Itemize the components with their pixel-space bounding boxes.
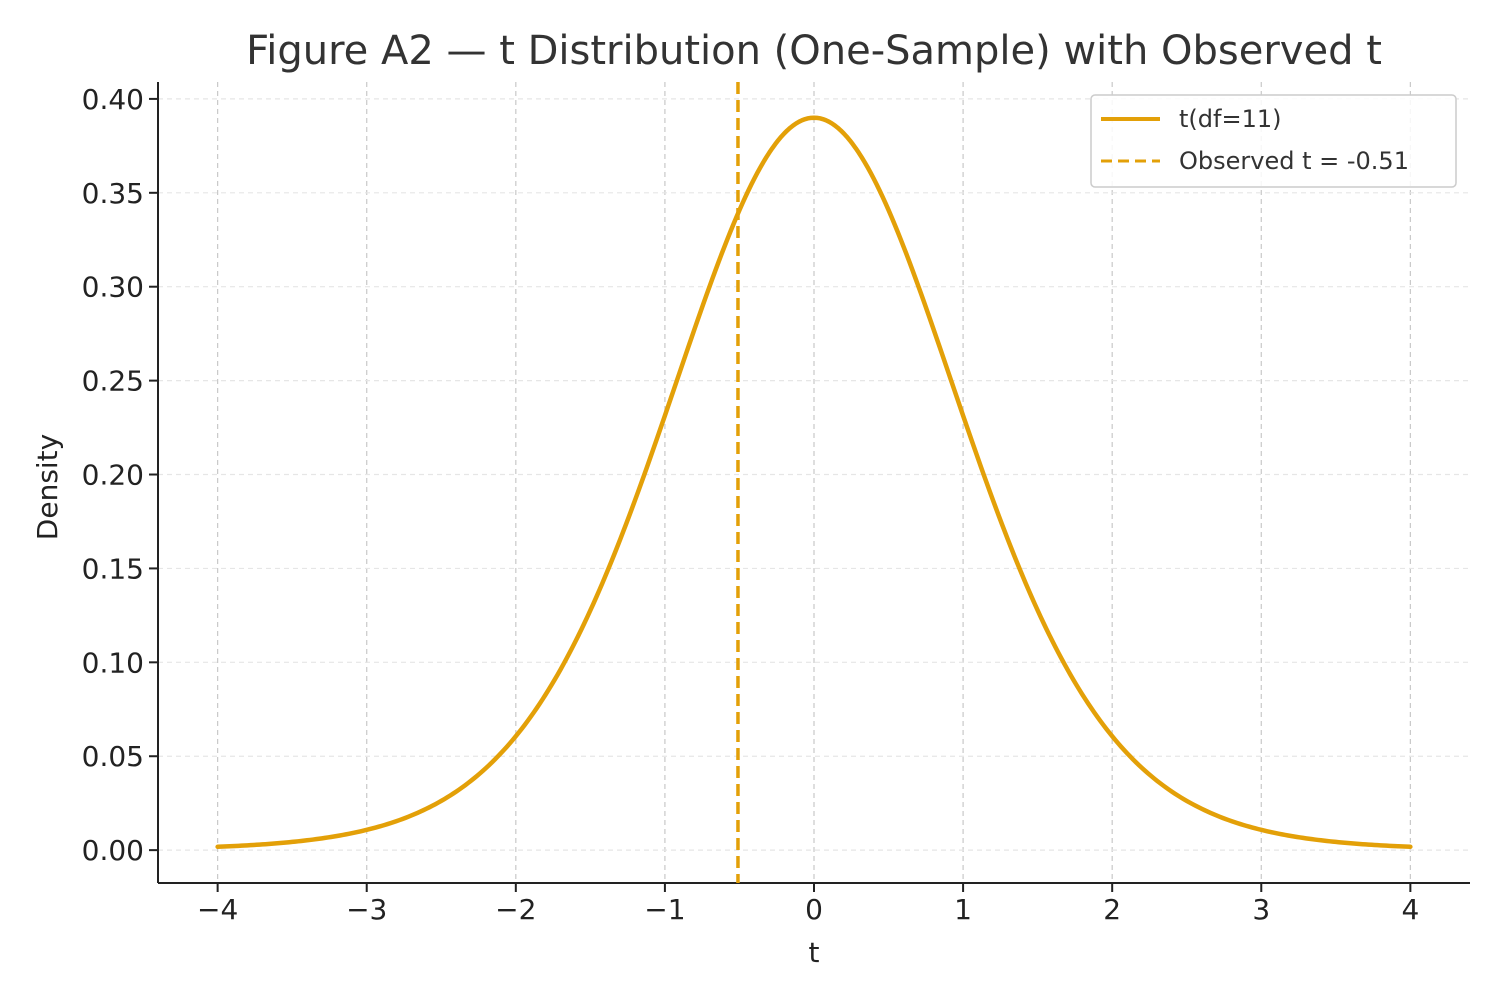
y-tick-label: 0.40 — [82, 83, 144, 116]
x-tick-label: −1 — [644, 893, 685, 926]
grid-layer — [158, 82, 1470, 883]
y-tick-label: 0.35 — [82, 177, 144, 210]
x-tick-label: 3 — [1252, 893, 1270, 926]
y-tick-label: 0.00 — [82, 834, 144, 867]
y-tick-label: 0.10 — [82, 646, 144, 679]
x-axis-label: t — [809, 936, 820, 969]
legend: t(df=11) Observed t = -0.51 — [1090, 94, 1457, 188]
y-axis-label: Density — [31, 434, 64, 540]
y-tick-label: 0.30 — [82, 271, 144, 304]
chart-title: Figure A2 — t Distribution (One-Sample) … — [246, 28, 1382, 74]
x-tick-label: −2 — [495, 893, 536, 926]
legend-box — [1090, 94, 1457, 188]
legend-label-observed: Observed t = -0.51 — [1179, 147, 1409, 175]
y-tick-label: 0.05 — [82, 740, 144, 773]
y-ticks: 0.00 0.05 0.10 0.15 0.20 0.25 0.30 0.35 0.40 — [82, 83, 158, 867]
x-tick-label: 1 — [954, 893, 972, 926]
x-tick-label: 2 — [1103, 893, 1121, 926]
x-tick-label: −4 — [197, 893, 238, 926]
series-layer — [215, 115, 1413, 850]
x-tick-label: 4 — [1401, 893, 1419, 926]
x-tick-label: 0 — [805, 893, 823, 926]
y-tick-label: 0.25 — [82, 365, 144, 398]
legend-label-curve: t(df=11) — [1179, 105, 1281, 133]
series-line-t-density — [215, 115, 1413, 850]
y-tick-label: 0.20 — [82, 459, 144, 492]
x-tick-label: −3 — [346, 893, 387, 926]
x-ticks: −4 −3 −2 −1 0 1 2 3 4 — [197, 883, 1419, 926]
y-tick-label: 0.15 — [82, 552, 144, 585]
